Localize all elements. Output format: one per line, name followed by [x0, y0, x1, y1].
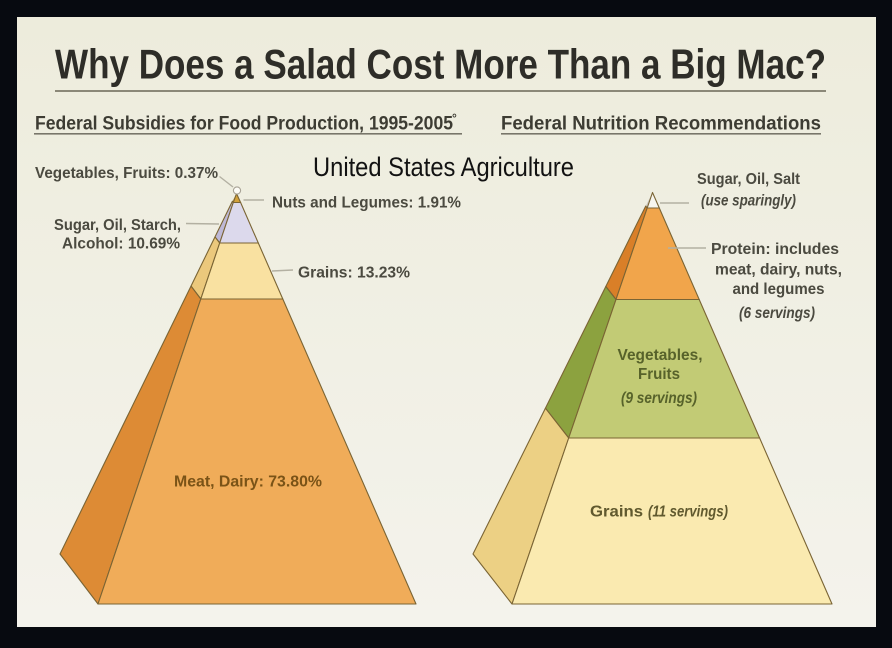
- svg-text:meat, dairy, nuts,: meat, dairy, nuts,: [715, 262, 842, 279]
- svg-text:Fruits: Fruits: [638, 366, 680, 383]
- svg-text:Federal Subsidies for Food Pro: Federal Subsidies for Food Production, 1…: [35, 113, 453, 135]
- svg-text:Vegetables, Fruits: 0.37%: Vegetables, Fruits: 0.37%: [35, 165, 218, 182]
- svg-text:Vegetables,: Vegetables,: [618, 347, 703, 364]
- svg-text:Sugar, Oil, Starch,: Sugar, Oil, Starch,: [54, 217, 181, 234]
- svg-text:Meat, Dairy: 73.80%: Meat, Dairy: 73.80%: [174, 474, 322, 491]
- svg-text:and legumes: and legumes: [733, 281, 825, 298]
- svg-text:Why Does a Salad Cost More Tha: Why Does a Salad Cost More Than a Big Ma…: [55, 41, 826, 88]
- svg-text:Alcohol: 10.69%: Alcohol: 10.69%: [62, 236, 180, 253]
- svg-text:(9 servings): (9 servings): [621, 390, 697, 407]
- svg-text:United States Agriculture: United States Agriculture: [313, 152, 574, 182]
- svg-text:Federal Nutrition Recommendati: Federal Nutrition Recommendations: [501, 113, 821, 135]
- svg-text:Grains: 13.23%: Grains: 13.23%: [298, 265, 410, 282]
- svg-text:Grains: Grains: [590, 504, 643, 521]
- svg-text:(11 servings): (11 servings): [648, 504, 728, 521]
- svg-text:°: °: [452, 111, 457, 125]
- svg-text:Sugar, Oil, Salt: Sugar, Oil, Salt: [697, 171, 801, 188]
- svg-text:Nuts and Legumes: 1.91%: Nuts and Legumes: 1.91%: [272, 195, 461, 212]
- svg-text:(6 servings): (6 servings): [739, 305, 815, 322]
- svg-text:Protein: includes: Protein: includes: [711, 241, 839, 258]
- svg-text:(use sparingly): (use sparingly): [701, 193, 796, 210]
